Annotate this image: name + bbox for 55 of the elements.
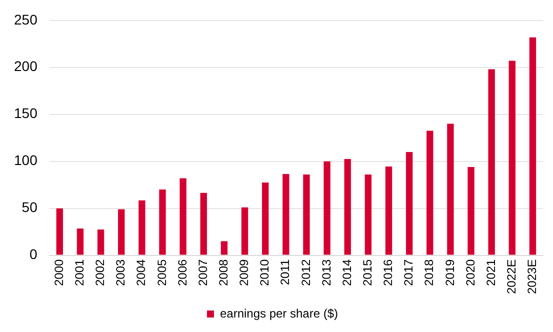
bar xyxy=(303,174,310,255)
bar xyxy=(447,124,454,255)
x-tick-label: 2021 xyxy=(484,258,498,286)
bar xyxy=(56,208,63,255)
bar xyxy=(529,37,536,255)
x-tick-label: 2022E xyxy=(504,259,518,294)
x-tick-label: 2008 xyxy=(216,258,230,286)
x-tick-label: 2002 xyxy=(93,258,108,286)
bar xyxy=(426,130,434,255)
bar xyxy=(385,166,392,255)
x-tick-label: 2009 xyxy=(237,258,252,286)
bar xyxy=(118,209,125,255)
y-tick-label: 250 xyxy=(14,11,38,28)
x-tick-label: 2003 xyxy=(114,258,128,286)
x-tick-label: 2011 xyxy=(278,258,292,286)
x-tick-label: 2001 xyxy=(72,258,87,286)
y-tick-label: 200 xyxy=(14,58,38,74)
bar xyxy=(262,182,269,255)
x-tick-label: 2018 xyxy=(422,258,436,286)
bar xyxy=(324,161,330,255)
x-tick-label: 2020 xyxy=(463,258,478,286)
bar xyxy=(200,192,207,255)
bar xyxy=(159,190,166,255)
x-tick-label: 2007 xyxy=(196,258,210,286)
y-tick-label: 150 xyxy=(14,105,38,122)
x-tick-label: 2016 xyxy=(381,258,396,286)
x-tick-label: 2013 xyxy=(319,258,334,286)
x-tick-label: 2004 xyxy=(134,258,148,286)
bar xyxy=(364,174,372,255)
bar xyxy=(76,228,84,255)
bar xyxy=(180,178,186,255)
bar xyxy=(282,174,290,255)
y-tick-label: 50 xyxy=(22,199,38,216)
legend-label: earnings per share ($) xyxy=(220,306,338,320)
bar xyxy=(241,207,248,255)
bar xyxy=(220,241,228,255)
x-tick-label: 2010 xyxy=(258,258,272,286)
y-tick-label: 100 xyxy=(14,152,38,168)
x-tick-label: 2005 xyxy=(154,258,169,286)
x-tick-label: 2006 xyxy=(175,258,190,286)
x-tick-label: 2023E xyxy=(525,259,540,294)
x-tick-label: 2015 xyxy=(360,258,374,286)
x-tick-label: 2019 xyxy=(442,258,457,286)
bar xyxy=(138,200,146,255)
bar xyxy=(344,158,351,255)
bar xyxy=(406,152,413,255)
bar xyxy=(508,60,516,255)
x-tick-label: 2000 xyxy=(52,258,66,286)
x-tick-label: 2012 xyxy=(298,258,313,286)
x-tick-label: 2017 xyxy=(402,258,416,286)
y-tick-label: 0 xyxy=(30,246,38,262)
bar xyxy=(468,166,474,255)
x-tick-label: 2014 xyxy=(340,258,354,286)
bar xyxy=(488,69,495,255)
bar xyxy=(97,229,104,255)
